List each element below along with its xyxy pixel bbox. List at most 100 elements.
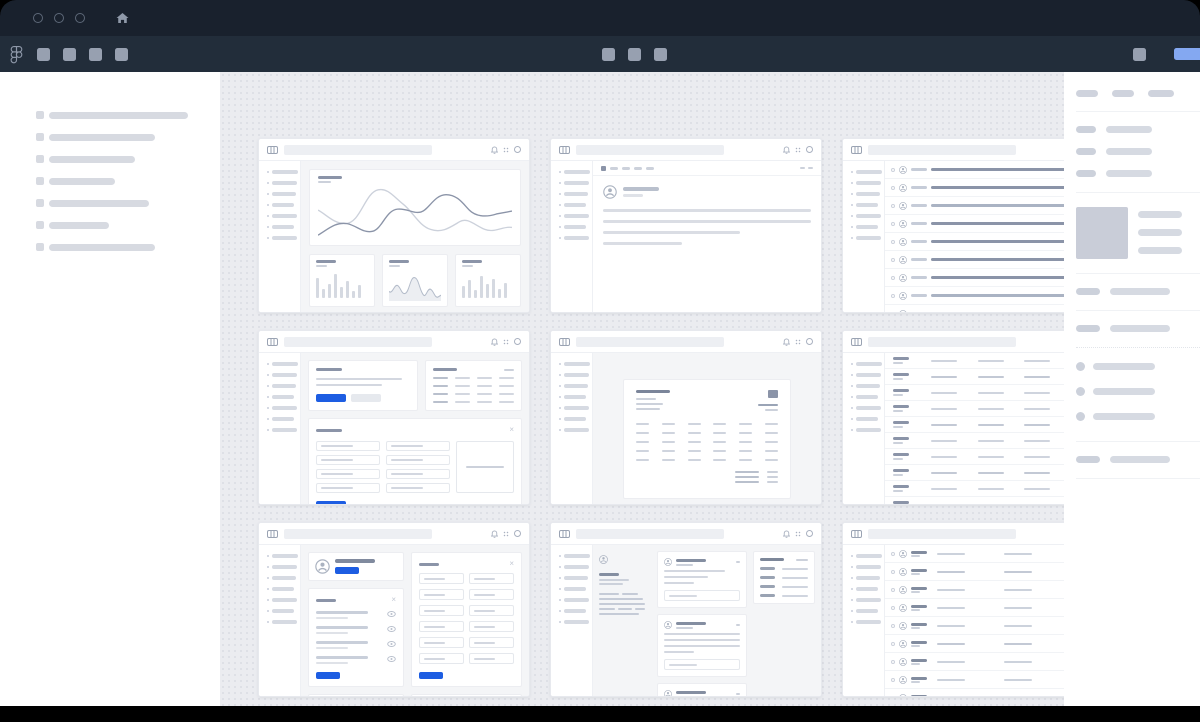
canvas-frame-analytics-dashboard[interactable] bbox=[258, 138, 530, 313]
workspace: ×××××× bbox=[0, 72, 1200, 706]
bell-icon bbox=[783, 145, 790, 154]
mini-nav-item bbox=[267, 598, 300, 602]
cell-group bbox=[931, 439, 1064, 442]
chart-bar bbox=[328, 284, 331, 298]
placeholder-bar bbox=[1004, 660, 1032, 663]
layer-item[interactable] bbox=[0, 104, 220, 126]
mini-body bbox=[551, 545, 821, 696]
layer-item[interactable] bbox=[0, 148, 220, 170]
share-button[interactable] bbox=[1174, 48, 1200, 60]
layer-icon bbox=[36, 199, 44, 207]
chart-bar bbox=[316, 278, 319, 298]
placeholder-bar bbox=[454, 393, 470, 395]
mini-input bbox=[469, 605, 514, 616]
window-control[interactable] bbox=[33, 13, 43, 23]
bar-group bbox=[1138, 207, 1182, 259]
placeholder-bar bbox=[808, 167, 813, 169]
placeholder-bar bbox=[713, 423, 727, 425]
tool-icon[interactable] bbox=[654, 47, 667, 61]
placeholder-bar bbox=[316, 378, 403, 380]
tool-icon[interactable] bbox=[602, 47, 615, 61]
placeholder-bar bbox=[1004, 606, 1032, 609]
mini-sidebar bbox=[843, 545, 885, 696]
columns-icon bbox=[559, 145, 570, 154]
placeholder-bar bbox=[893, 437, 909, 440]
tool-icon[interactable] bbox=[1133, 47, 1146, 61]
area-chart bbox=[389, 277, 441, 301]
placeholder-bar bbox=[760, 585, 775, 588]
mini-table-row bbox=[885, 384, 1064, 400]
placeholder-bar bbox=[272, 598, 297, 602]
bullet-dot bbox=[851, 621, 853, 623]
canvas-frame-message-detail[interactable] bbox=[550, 138, 822, 313]
tool-icon[interactable] bbox=[89, 47, 102, 61]
properties-panel bbox=[1064, 72, 1200, 706]
placeholder-bar bbox=[272, 576, 296, 580]
placeholder-bar bbox=[1076, 148, 1096, 155]
panel-tabs[interactable] bbox=[1064, 72, 1200, 111]
bullet-dot bbox=[851, 171, 853, 173]
bar-group bbox=[911, 622, 933, 629]
mini-user-row bbox=[885, 616, 1064, 634]
layer-item[interactable] bbox=[0, 214, 220, 236]
mini-nav-item bbox=[267, 395, 300, 399]
canvas-frame-invoice[interactable] bbox=[550, 330, 822, 505]
placeholder-bar bbox=[856, 170, 882, 174]
columns-icon bbox=[559, 529, 570, 538]
placeholder-bar bbox=[564, 395, 586, 399]
mini-search-bar bbox=[868, 528, 1016, 539]
layer-item[interactable] bbox=[0, 170, 220, 192]
table-row bbox=[432, 385, 514, 387]
right-slot: × bbox=[391, 596, 396, 604]
subject-bar bbox=[931, 222, 1064, 225]
tool-icon[interactable] bbox=[628, 47, 641, 61]
layer-item[interactable] bbox=[0, 192, 220, 214]
mini-post-card bbox=[657, 551, 747, 608]
placeholder-bar bbox=[911, 240, 927, 243]
placeholder-bar bbox=[735, 481, 759, 483]
mini-nav-item bbox=[559, 373, 592, 377]
mini-input bbox=[386, 469, 450, 479]
placeholder-bar bbox=[316, 384, 382, 386]
figma-logo-icon[interactable] bbox=[10, 45, 23, 64]
design-canvas[interactable]: ×××××× bbox=[220, 72, 1064, 706]
bullet-dot bbox=[851, 237, 853, 239]
canvas-frame-social-feed[interactable] bbox=[550, 522, 822, 697]
layer-icon bbox=[36, 243, 44, 251]
window-control[interactable] bbox=[54, 13, 64, 23]
placeholder-bar bbox=[911, 662, 920, 665]
cell-primary bbox=[893, 405, 927, 412]
tool-icon[interactable] bbox=[37, 47, 50, 61]
columns-icon bbox=[267, 529, 278, 538]
mini-chrome-actions bbox=[783, 145, 813, 154]
mini-nav-item bbox=[851, 214, 884, 218]
placeholder-bar bbox=[1024, 503, 1051, 504]
apps-grid-icon bbox=[503, 338, 509, 345]
canvas-frame-profile-settings[interactable]: ×××× bbox=[258, 522, 530, 697]
window-control[interactable] bbox=[75, 13, 85, 23]
placeholder-bar bbox=[911, 276, 927, 279]
table-row bbox=[432, 377, 514, 379]
mini-nav-item bbox=[559, 192, 592, 196]
bullet-dot bbox=[267, 193, 269, 195]
placeholder-bar bbox=[931, 439, 957, 442]
mini-invoice-content bbox=[593, 353, 821, 504]
security-row bbox=[316, 641, 396, 649]
canvas-frame-user-table[interactable] bbox=[842, 522, 1064, 697]
canvas-frame-inbox-list[interactable] bbox=[842, 138, 1064, 313]
layer-item[interactable] bbox=[0, 236, 220, 258]
placeholder-bar bbox=[454, 385, 470, 387]
mini-nav-item bbox=[559, 406, 592, 410]
home-button[interactable] bbox=[116, 12, 129, 24]
layer-icon bbox=[36, 177, 44, 185]
avatar-icon bbox=[899, 291, 907, 300]
placeholder-bar bbox=[636, 450, 649, 452]
tool-icon[interactable] bbox=[115, 47, 128, 61]
placeholder-bar bbox=[856, 406, 881, 410]
placeholder-bar bbox=[1138, 211, 1182, 218]
layer-item[interactable] bbox=[0, 126, 220, 148]
tool-icon[interactable] bbox=[63, 47, 76, 61]
canvas-frame-settings-forms[interactable]: ×× bbox=[258, 330, 530, 505]
mini-table-card bbox=[424, 360, 522, 411]
canvas-frame-data-table[interactable] bbox=[842, 330, 1064, 505]
